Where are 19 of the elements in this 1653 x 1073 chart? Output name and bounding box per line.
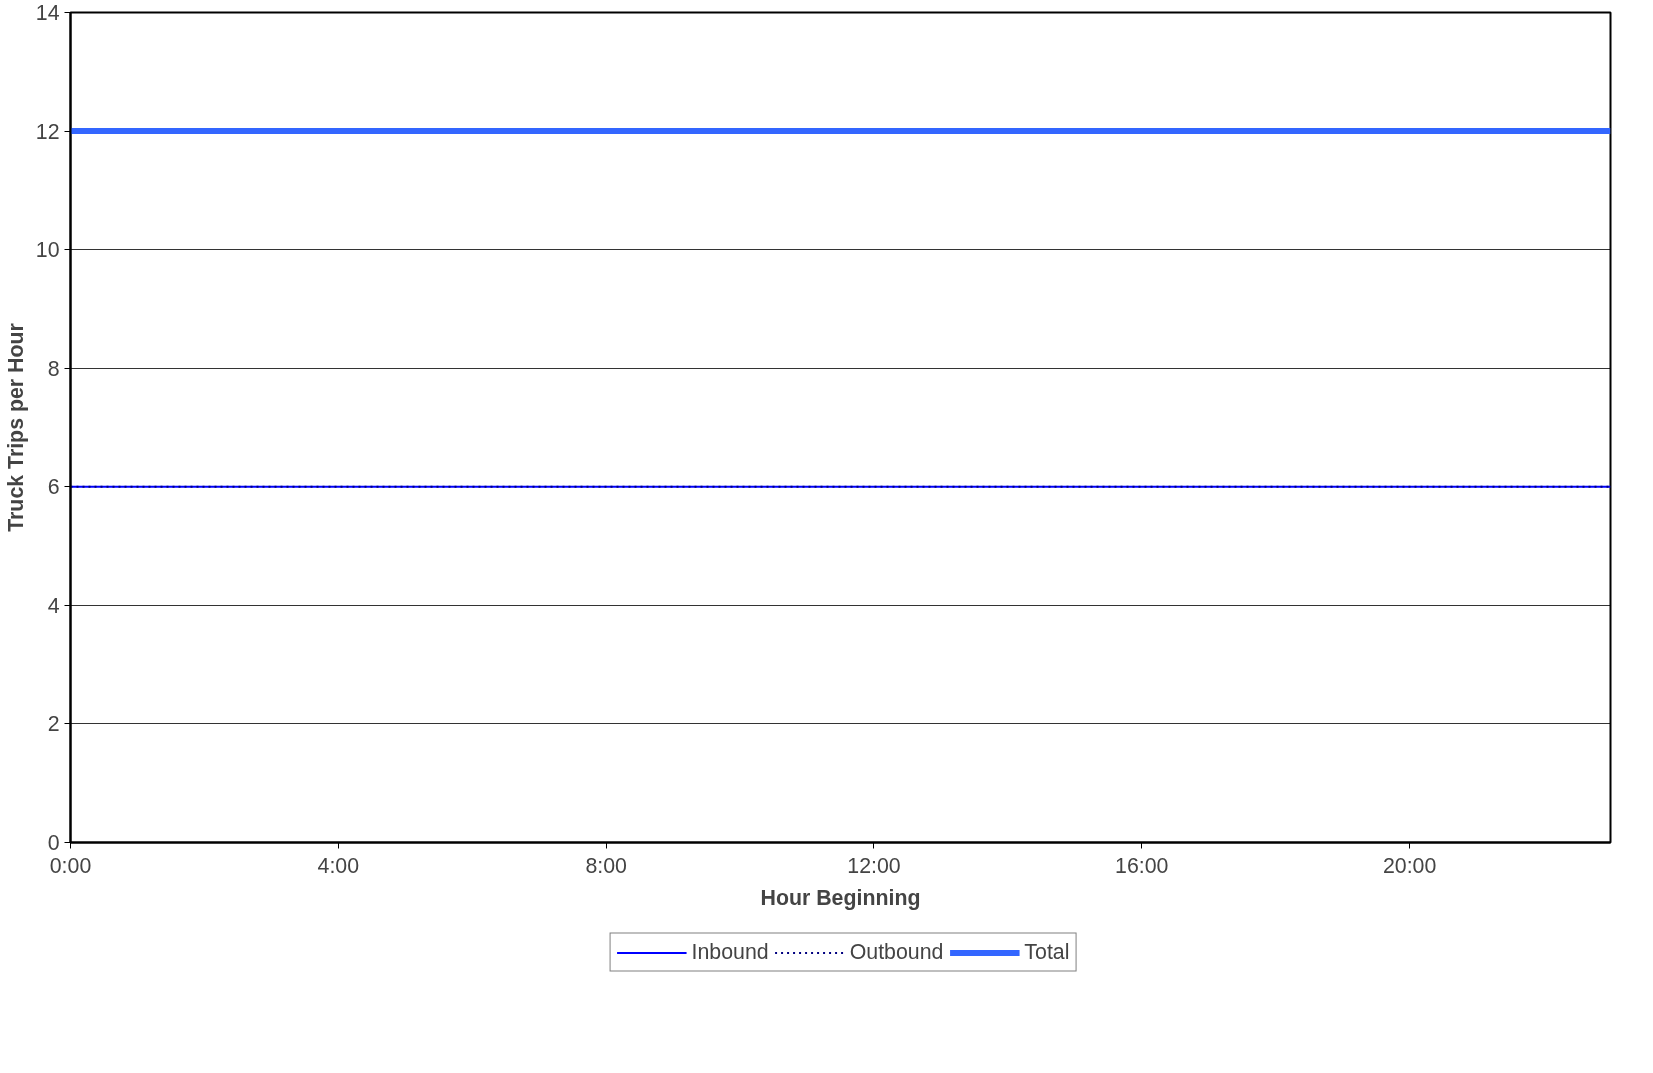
y-tick-label: 10 [35, 238, 60, 263]
y-tick-label: 2 [47, 712, 60, 737]
y-tick-label: 6 [47, 475, 60, 500]
y-tick-label: 14 [35, 1, 60, 25]
y-tick-label: 0 [47, 831, 60, 855]
legend-label: Total [1024, 939, 1070, 965]
x-axis-title: Hour Beginning [760, 885, 921, 910]
x-tick-label: 0:00 [49, 853, 92, 878]
x-tick-label: 4:00 [317, 853, 360, 878]
x-tick-label: 8:00 [585, 853, 628, 878]
legend-label: Outbound [849, 939, 944, 965]
y-tick-label: 4 [47, 593, 60, 618]
x-tick-label: 20:00 [1382, 853, 1437, 878]
y-tick-label: 12 [35, 119, 60, 144]
x-tick-label: 16:00 [1115, 853, 1169, 878]
legend-label: Inbound [691, 939, 769, 965]
x-tick-label: 12:00 [847, 853, 901, 878]
y-tick-label: 8 [47, 356, 60, 381]
y-axis-title: Truck Trips per Hour [3, 323, 28, 532]
